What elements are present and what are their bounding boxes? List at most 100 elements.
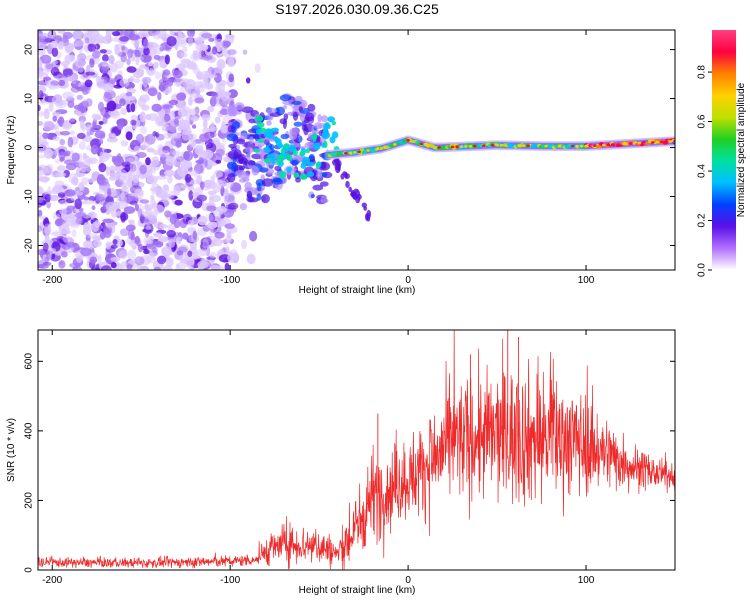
spectrogram-cell: [73, 191, 84, 196]
spectrogram-cell: [145, 239, 154, 245]
spectrogram-cell: [209, 96, 217, 107]
spectrogram-cell: [81, 33, 87, 39]
spectrogram-cell: [103, 228, 112, 238]
spectrogram-cell: [333, 146, 340, 152]
spectrogram-cell: [206, 236, 211, 242]
spectrogram-cell: [188, 190, 194, 201]
spectrogram-cell: [219, 108, 229, 115]
spectrogram-cell: [53, 184, 64, 193]
spectrogram-cell: [220, 91, 230, 102]
spectrogram-cell: [134, 203, 139, 212]
spectrogram-cell: [668, 140, 673, 143]
spectrogram-frame: [37, 29, 676, 271]
spectrogram-cell: [186, 61, 197, 70]
spectrogram-cell: [226, 161, 236, 170]
spectrogram-cell: [293, 121, 303, 127]
spectrogram-cell: [375, 147, 379, 151]
spectrogram-cell: [180, 78, 191, 86]
spectrogram-cell: [274, 107, 280, 114]
spectrogram-cell: [473, 144, 477, 148]
spectrogram-cell: [255, 115, 264, 122]
spectrogram-cell: [104, 222, 115, 227]
spectrogram-cell: [42, 120, 55, 131]
spectrogram-cell: [162, 104, 173, 109]
spectrogram-cell: [227, 252, 237, 263]
spectrogram-cell: [98, 138, 104, 145]
spectrogram-cell: [211, 264, 221, 270]
spectrogram-cell: [361, 150, 367, 155]
spectrogram-cell: [52, 212, 57, 220]
spectrogram-cell: [62, 68, 73, 76]
spectrogram-cell: [288, 131, 298, 140]
spectrogram-cell: [171, 132, 182, 139]
spectrogram-cell: [44, 193, 51, 203]
spectrogram-cell: [327, 116, 336, 123]
spectrogram-cell: [357, 150, 362, 154]
spectrogram-cell: [228, 73, 235, 83]
spectrogram-cell: [141, 104, 150, 111]
spectrogram-cell: [241, 239, 248, 250]
spectrogram-cell: [125, 224, 136, 232]
snr-x-tick-label: -100: [220, 575, 240, 586]
spectrogram-cell: [153, 61, 159, 69]
spectrogram-cell: [229, 111, 237, 117]
spectrogram-y-tick-label: -10: [24, 189, 35, 204]
spectrogram-cell: [54, 158, 61, 164]
spectrogram-cell: [82, 182, 88, 187]
snr-x-tick-label: 100: [578, 575, 595, 586]
spectrogram-cell: [221, 121, 226, 131]
spectrogram-cell: [238, 178, 247, 183]
snr-x-ticks: -200 -100 0 100: [42, 330, 595, 586]
spectrogram-cell: [151, 32, 163, 40]
spectrogram-cell: [80, 247, 92, 257]
spectrogram-cell: [190, 133, 197, 141]
spectrogram-cell: [120, 107, 128, 116]
spectrogram-cell: [119, 98, 126, 106]
spectrogram-cell: [544, 144, 548, 148]
spectrogram-cell: [48, 102, 54, 112]
snr-y-tick-label: 400: [24, 422, 35, 439]
spectrogram-cell: [295, 177, 301, 183]
spectrogram-cell: [201, 114, 207, 121]
spectrogram-cell: [261, 178, 274, 187]
spectrogram-cell: [293, 149, 298, 157]
spectrogram-cell: [103, 92, 112, 103]
spectrogram-cell: [283, 113, 289, 121]
spectrogram-cell: [153, 266, 161, 270]
spectrogram-cell: [149, 67, 154, 72]
spectrogram-cell: [235, 170, 247, 176]
spectrogram-cell: [187, 36, 194, 47]
spectrogram-cell: [150, 194, 155, 200]
spectrogram-cell: [315, 161, 320, 170]
spectrogram-cell: [148, 62, 153, 67]
spectrogram-cell: [99, 49, 107, 54]
spectrogram-x-axis-label: Height of straight line (km): [299, 285, 416, 296]
spectrogram-cell: [139, 126, 148, 134]
spectrogram-cell: [94, 130, 106, 139]
spectrogram-cell: [71, 152, 80, 162]
spectrogram-y-tick-label: 10: [24, 93, 35, 105]
spectrogram-cell: [280, 133, 290, 140]
spectrogram-cell: [176, 92, 187, 101]
spectrogram-cell: [134, 256, 145, 266]
snr-y-ticks: 0 200 400 600: [24, 353, 675, 573]
spectrogram-cell: [50, 40, 58, 49]
spectrogram-cell: [76, 132, 86, 139]
spectrogram-cell: [188, 179, 201, 185]
spectrogram-cell: [38, 186, 44, 195]
spectrogram-cell: [178, 119, 191, 131]
spectrogram-cell: [58, 77, 71, 83]
spectrogram-cell: [204, 70, 209, 76]
spectrogram-cell: [89, 256, 98, 264]
spectrogram-cell: [120, 53, 127, 63]
spectrogram-cell: [224, 262, 230, 270]
spectrogram-cell: [156, 175, 168, 180]
spectrogram-cell: [203, 158, 208, 168]
spectrogram-cell: [163, 169, 176, 177]
spectrogram-cell: [173, 118, 179, 125]
spectrogram-cell: [575, 144, 579, 148]
spectrogram-cell: [140, 53, 152, 63]
spectrogram-cell: [196, 248, 209, 257]
spectrogram-cell: [147, 113, 159, 121]
spectrogram-cell: [38, 154, 46, 159]
